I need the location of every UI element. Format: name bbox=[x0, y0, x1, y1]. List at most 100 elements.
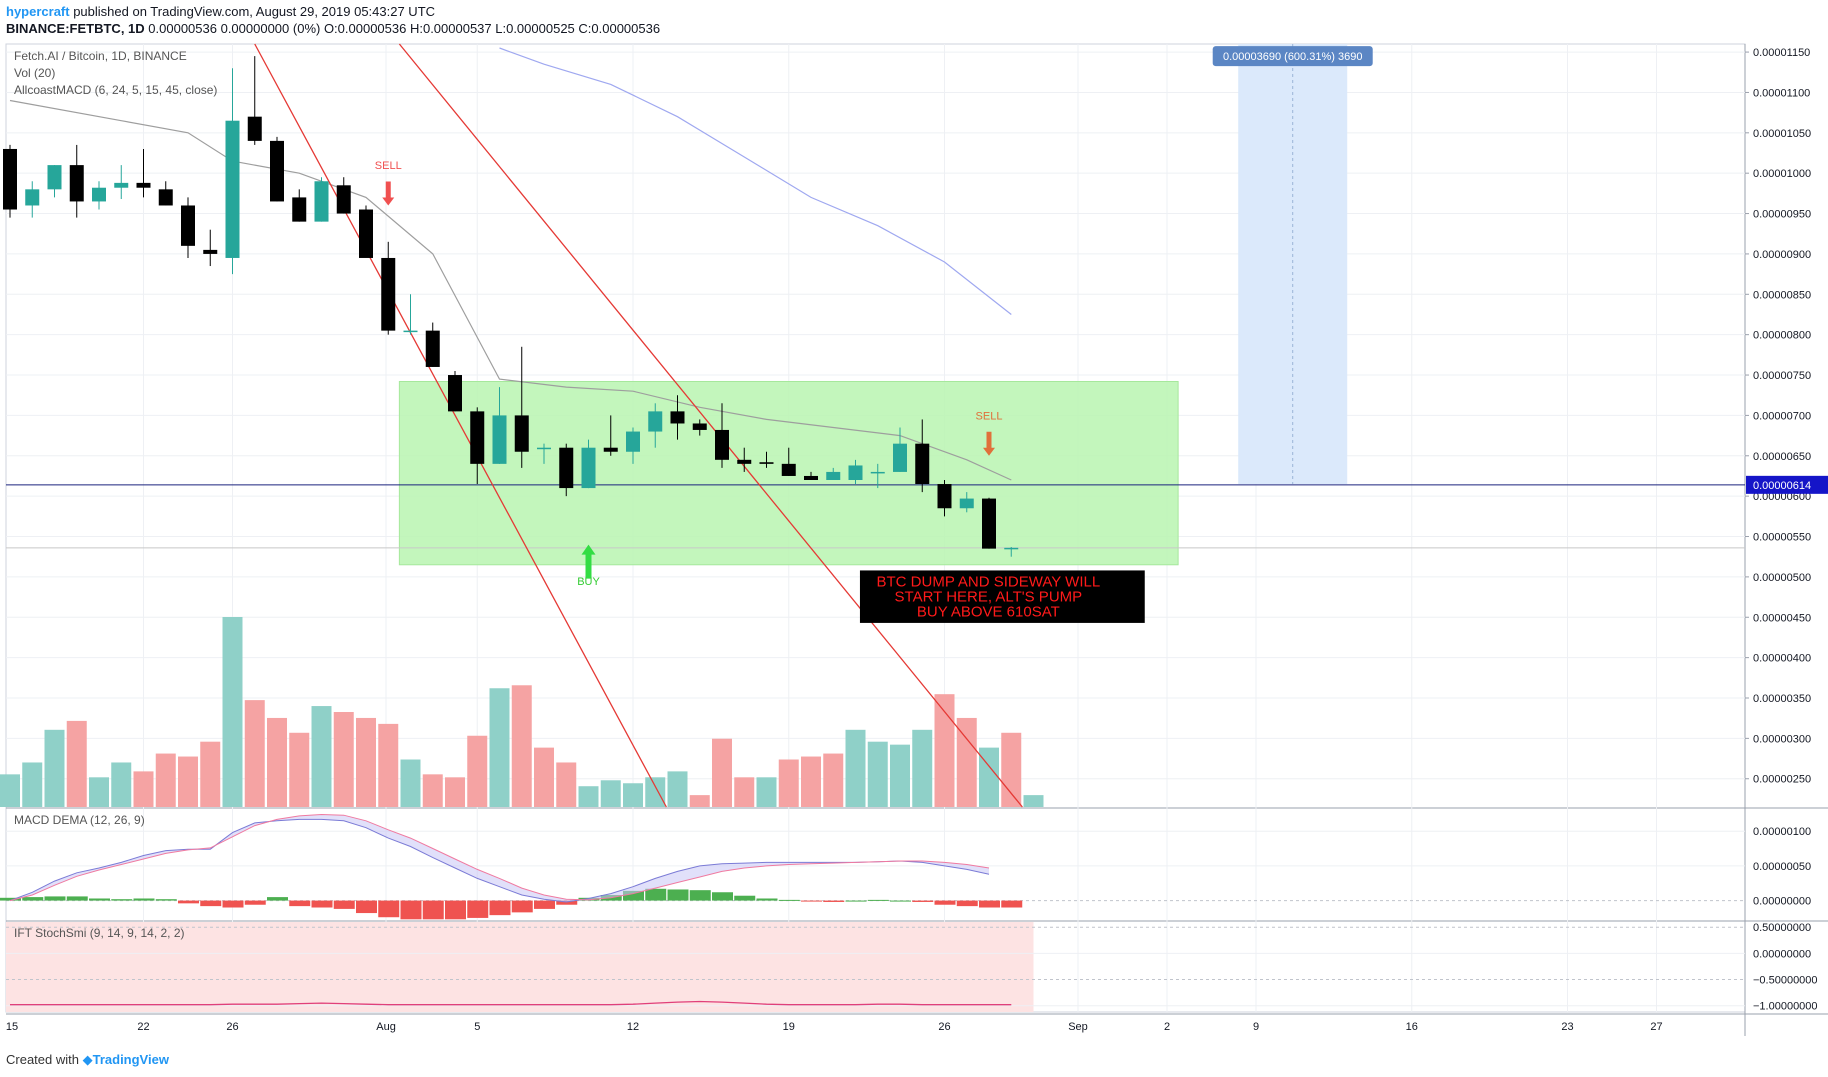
macd-histogram-bar bbox=[623, 890, 644, 901]
candle-body bbox=[804, 475, 818, 480]
candle-body bbox=[692, 423, 707, 430]
annotation-text: BUY ABOVE 610SAT bbox=[917, 603, 1060, 620]
macd-histogram-bar bbox=[890, 900, 911, 902]
macd-histogram-bar bbox=[422, 900, 444, 920]
stoch-title: IFT StochSmi (9, 14, 9, 14, 2, 2) bbox=[14, 926, 185, 940]
volume-bar bbox=[578, 786, 599, 807]
y-tick-label: 0.00000850 bbox=[1753, 289, 1811, 301]
macd-histogram-bar bbox=[333, 900, 355, 909]
volume-bar bbox=[778, 759, 799, 807]
y-tick-label: 0.00000450 bbox=[1753, 612, 1811, 624]
candle-body bbox=[381, 257, 396, 331]
stoch-tick-label: 0.00000000 bbox=[1753, 948, 1811, 960]
annotation-box bbox=[859, 570, 1145, 623]
y-tick-label: 0.00000750 bbox=[1753, 370, 1811, 382]
macd-histogram-bar bbox=[155, 899, 177, 901]
volume-bar bbox=[1023, 795, 1044, 807]
sell-signal-label: SELL bbox=[976, 410, 1003, 422]
footer: Created with ◆TradingView bbox=[6, 1052, 169, 1068]
sell-signal-label: SELL bbox=[375, 160, 402, 172]
x-tick-label: Sep bbox=[1068, 1021, 1088, 1033]
macd-tick-label: 0.00000000 bbox=[1753, 896, 1811, 908]
moving-average-gray bbox=[9, 99, 1012, 481]
stoch-tick-label: −1.00000000 bbox=[1753, 1001, 1818, 1013]
ohlc-values: 0.00000536 0.00000000 (0%) O:0.00000536 … bbox=[148, 21, 661, 36]
candle-body bbox=[959, 498, 974, 509]
macd-histogram-bar bbox=[244, 900, 266, 905]
y-tick-label: 0.00000650 bbox=[1753, 451, 1811, 463]
y-tick-label: 0.00000500 bbox=[1753, 572, 1811, 584]
candle-body bbox=[3, 148, 17, 210]
volume-bar bbox=[445, 777, 465, 807]
y-tick-label: 0.00000400 bbox=[1753, 653, 1811, 665]
candle-body bbox=[670, 411, 685, 424]
candle-body bbox=[581, 447, 596, 489]
volume-bar bbox=[756, 777, 777, 807]
macd-histogram-bar bbox=[222, 900, 244, 908]
macd-histogram-bar bbox=[445, 900, 466, 920]
tradingview-brand[interactable]: TradingView bbox=[92, 1052, 169, 1067]
macd-histogram-bar bbox=[645, 888, 667, 901]
macd-histogram-bar bbox=[689, 890, 711, 901]
candle-body bbox=[270, 140, 284, 202]
stoch-tick-label: 0.50000000 bbox=[1753, 922, 1811, 934]
x-tick-label: 15 bbox=[6, 1021, 18, 1033]
macd-histogram-bar bbox=[267, 897, 288, 901]
macd-histogram-bar bbox=[934, 900, 956, 905]
macd-histogram-bar bbox=[44, 896, 66, 901]
volume-bar bbox=[222, 617, 243, 807]
candle-body bbox=[359, 209, 373, 258]
volume-bar bbox=[244, 700, 265, 807]
buy-signal-label: BUY bbox=[577, 576, 600, 588]
candle-body bbox=[826, 471, 841, 480]
candle-body bbox=[737, 459, 752, 464]
macd-histogram-bar bbox=[89, 898, 110, 901]
volume-bar bbox=[111, 762, 132, 807]
macd-histogram-bar bbox=[22, 897, 44, 901]
volume-bar bbox=[66, 720, 87, 807]
macd-histogram-bar bbox=[979, 900, 1000, 908]
volume-bar bbox=[1001, 732, 1022, 807]
sell-arrow-icon bbox=[983, 431, 995, 456]
candle-body bbox=[537, 447, 551, 450]
legend-entry: Vol (20) bbox=[14, 66, 55, 80]
annotation-text: BTC DUMP AND SIDEWAY WILL bbox=[877, 573, 1101, 590]
candle-body bbox=[648, 411, 663, 432]
publish-line: hypercraft published on TradingView.com,… bbox=[6, 3, 660, 20]
macd-histogram-bar bbox=[511, 900, 533, 913]
macd-histogram-bar bbox=[956, 900, 978, 907]
candle-body bbox=[69, 165, 84, 202]
x-tick-label: 12 bbox=[627, 1021, 639, 1033]
tradingview-logo-icon: ◆ bbox=[82, 1052, 93, 1067]
author-name[interactable]: hypercraft bbox=[6, 4, 70, 19]
y-tick-label: 0.00000800 bbox=[1753, 330, 1811, 342]
volume-bar bbox=[556, 762, 577, 807]
x-tick-label: 23 bbox=[1561, 1021, 1573, 1033]
volume-bar bbox=[89, 777, 109, 807]
macd-histogram-bar bbox=[66, 896, 88, 901]
x-tick-label: 16 bbox=[1406, 1021, 1418, 1033]
y-tick-label: 0.00001000 bbox=[1753, 168, 1811, 180]
y-tick-label: 0.00001050 bbox=[1753, 128, 1811, 140]
macd-histogram-bar bbox=[111, 899, 133, 901]
candle-body bbox=[937, 484, 952, 509]
candle-body bbox=[559, 447, 574, 489]
candle-body bbox=[870, 471, 885, 474]
buy-arrow-icon bbox=[581, 544, 596, 579]
legend-entry: Fetch.AI / Bitcoin, 1D, BINANCE bbox=[14, 49, 187, 63]
candle-body bbox=[848, 465, 863, 480]
moving-average-purple bbox=[499, 47, 1012, 315]
candle-body bbox=[158, 189, 173, 206]
volume-bar bbox=[534, 747, 554, 807]
ohlc-line: BINANCE:FETBTC, 1D 0.00000536 0.00000000… bbox=[6, 20, 660, 37]
volume-bar bbox=[623, 783, 643, 807]
candle-body bbox=[915, 443, 930, 485]
macd-histogram-bar bbox=[489, 900, 511, 916]
macd-histogram-bar bbox=[289, 900, 311, 907]
volume-bar bbox=[133, 771, 154, 807]
volume-bar bbox=[311, 706, 332, 807]
macd-title: MACD DEMA (12, 26, 9) bbox=[14, 813, 145, 827]
volume-bar bbox=[178, 756, 198, 807]
publish-info: published on TradingView.com, August 29,… bbox=[69, 4, 436, 19]
